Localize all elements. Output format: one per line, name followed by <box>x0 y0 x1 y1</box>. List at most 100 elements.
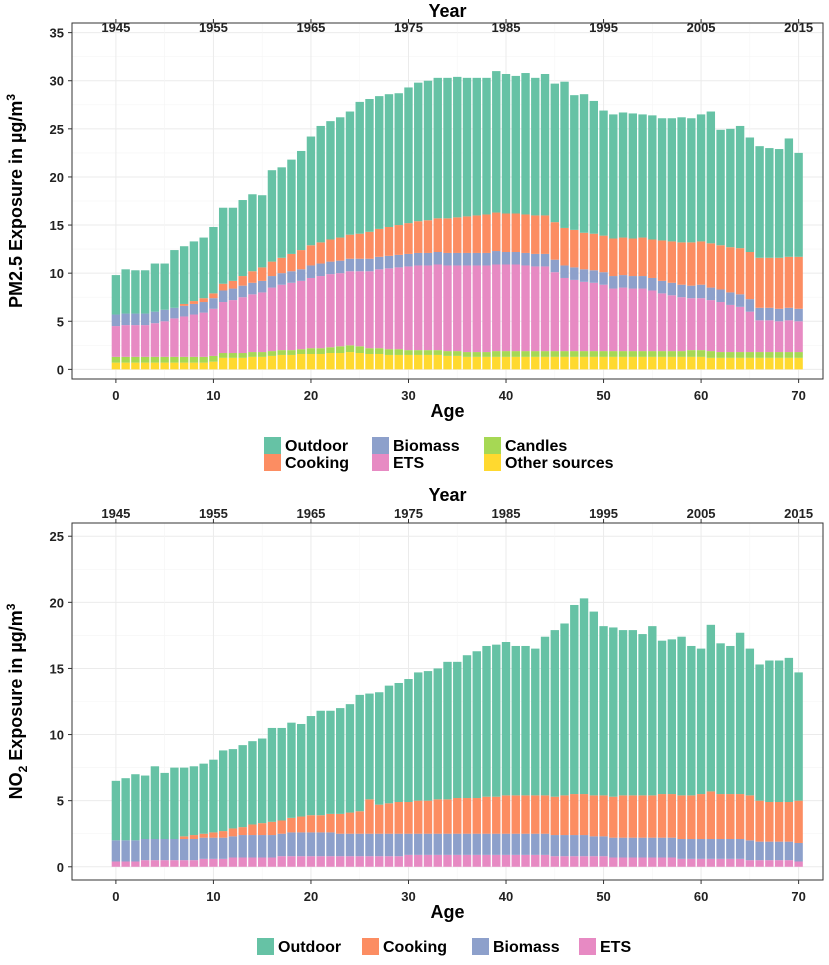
bar-ets-age-69 <box>784 860 794 867</box>
bar-biomass-age-48 <box>579 269 589 282</box>
bar-biomass-age-0 <box>111 314 121 327</box>
bar-ets-age-39 <box>492 264 501 352</box>
y-tick-label: 5 <box>57 794 64 809</box>
bar-candles-age-57 <box>667 351 677 357</box>
bar-other-sources-age-35 <box>453 355 462 370</box>
bar-other-sources-age-68 <box>774 357 784 370</box>
bar-biomass-age-30 <box>404 833 413 855</box>
bar-cooking-age-34 <box>443 799 452 834</box>
x-tick-label: 50 <box>596 388 610 403</box>
bar-cooking-age-32 <box>423 220 433 253</box>
bar-cooking-age-16 <box>267 821 277 836</box>
bar-biomass-age-56 <box>657 837 667 858</box>
bar-ets-age-36 <box>462 854 472 867</box>
bar-cooking-age-15 <box>257 267 267 281</box>
bar-cooking-age-34 <box>443 218 452 253</box>
bar-outdoor-age-45 <box>550 83 559 223</box>
bar-biomass-age-23 <box>336 833 345 857</box>
bar-outdoor-age-47 <box>570 604 579 795</box>
bar-cooking-age-9 <box>199 298 208 303</box>
bar-other-sources-age-48 <box>579 356 589 370</box>
bar-outdoor-age-64 <box>735 632 745 795</box>
bar-biomass-age-41 <box>511 833 520 855</box>
y-tick-label: 15 <box>50 218 64 233</box>
bar-biomass-age-16 <box>267 276 277 288</box>
bar-candles-age-10 <box>209 355 218 362</box>
y-axis-title-part: 3 <box>4 94 18 101</box>
bar-outdoor-age-5 <box>160 772 169 840</box>
bar-outdoor-age-25 <box>355 694 364 812</box>
bar-other-sources-age-40 <box>501 356 511 370</box>
legend-item-outdoor: Outdoor <box>257 938 341 956</box>
bar-biomass-age-23 <box>336 260 345 274</box>
bar-cooking-age-12 <box>228 280 238 289</box>
bar-candles-age-44 <box>540 351 550 357</box>
bar-cooking-age-53 <box>628 795 638 838</box>
bar-cooking-age-47 <box>570 229 579 268</box>
bar-other-sources-age-34 <box>443 355 452 370</box>
bar-outdoor-age-9 <box>199 763 208 834</box>
bar-outdoor-age-20 <box>306 136 316 246</box>
bar-cooking-age-30 <box>404 801 413 834</box>
bar-cooking-age-66 <box>755 800 764 842</box>
bar-biomass-age-28 <box>384 833 394 857</box>
bar-other-sources-age-31 <box>414 354 423 370</box>
bar-ets-age-30 <box>404 854 413 867</box>
bar-ets-age-64 <box>735 858 745 867</box>
year-tick-label: 1955 <box>199 20 228 35</box>
bar-cooking-age-18 <box>287 253 296 272</box>
bar-candles-age-7 <box>179 356 189 363</box>
bar-cooking-age-53 <box>628 238 638 277</box>
bar-biomass-age-5 <box>160 309 169 322</box>
bar-outdoor-age-17 <box>277 167 286 258</box>
bar-ets-age-4 <box>150 323 160 357</box>
bar-cooking-age-59 <box>687 242 696 286</box>
bar-outdoor-age-36 <box>462 655 472 799</box>
bar-biomass-age-66 <box>755 307 764 321</box>
x-tick-label: 50 <box>596 889 610 904</box>
year-tick-label: 1955 <box>199 506 228 521</box>
bar-outdoor-age-15 <box>257 195 267 268</box>
bar-biomass-age-34 <box>443 252 452 266</box>
bar-cooking-age-9 <box>199 833 208 838</box>
bar-candles-age-64 <box>735 352 745 358</box>
bar-biomass-age-49 <box>589 836 598 857</box>
bar-outdoor-age-63 <box>726 645 735 795</box>
bar-outdoor-age-32 <box>423 80 433 221</box>
bar-ets-age-67 <box>765 320 774 353</box>
bar-ets-age-8 <box>189 314 199 357</box>
bar-candles-age-33 <box>433 350 442 355</box>
bar-candles-age-28 <box>384 349 394 355</box>
bar-outdoor-age-53 <box>628 630 638 796</box>
bar-outdoor-age-62 <box>716 643 725 795</box>
bar-biomass-age-46 <box>560 265 569 278</box>
top-axis-title: Year <box>428 1 466 21</box>
bar-other-sources-age-59 <box>687 356 696 370</box>
bar-outdoor-age-46 <box>560 81 569 228</box>
legend-item-ets: ETS <box>579 938 631 956</box>
bar-outdoor-age-63 <box>726 128 735 248</box>
bar-ets-age-70 <box>794 321 803 353</box>
bar-cooking-age-42 <box>521 795 530 834</box>
bar-ets-age-48 <box>579 856 589 867</box>
bar-biomass-age-9 <box>199 302 208 313</box>
bar-candles-age-1 <box>121 356 130 363</box>
bar-ets-age-62 <box>716 858 725 867</box>
legend-swatch <box>484 454 501 471</box>
bar-outdoor-age-30 <box>404 679 413 802</box>
bar-outdoor-age-0 <box>111 275 121 315</box>
bar-outdoor-age-57 <box>667 118 677 242</box>
bar-outdoor-age-34 <box>443 661 452 800</box>
bar-other-sources-age-62 <box>716 357 725 370</box>
bar-outdoor-age-51 <box>609 627 618 797</box>
bar-cooking-age-27 <box>375 804 384 834</box>
bar-outdoor-age-54 <box>638 114 647 238</box>
bar-ets-age-57 <box>667 295 677 352</box>
bar-outdoor-age-16 <box>267 170 277 262</box>
bar-cooking-age-40 <box>501 213 511 252</box>
bar-biomass-age-34 <box>443 833 452 855</box>
legend-item-biomass: Biomass <box>372 437 460 455</box>
bar-other-sources-age-15 <box>257 356 267 370</box>
bar-biomass-age-27 <box>375 833 384 857</box>
